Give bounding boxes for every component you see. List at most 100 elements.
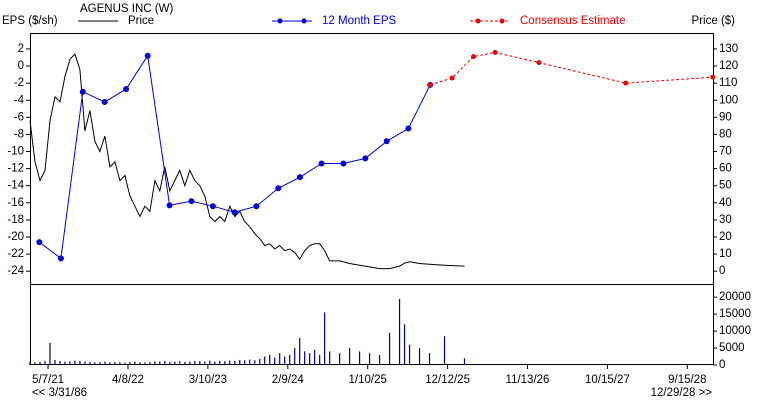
volume-bar	[234, 360, 236, 365]
series-point	[101, 98, 108, 105]
y-tick-label: -6	[14, 111, 24, 123]
y2-tick-label: 110	[719, 77, 737, 89]
volume-bar	[174, 361, 176, 365]
volume-bar	[349, 348, 351, 365]
volume-bar	[154, 361, 156, 365]
x-tick-label: 11/13/26	[506, 374, 550, 386]
volume-bar	[44, 360, 46, 365]
y-tick-label: -16	[7, 197, 24, 209]
volume-bar	[109, 362, 111, 365]
series-point	[144, 52, 151, 59]
y2-tick-label: 60	[719, 163, 732, 175]
volume-bar	[64, 361, 66, 365]
y-tick-label: 0	[18, 60, 24, 72]
y-tick-label: -20	[7, 231, 24, 243]
volume-bar	[74, 360, 76, 365]
volume-bar	[319, 354, 321, 365]
volume-bar	[309, 353, 311, 365]
series-point	[79, 88, 86, 95]
volume-bar	[428, 353, 431, 365]
volume-bar	[339, 353, 341, 365]
volume-bar	[179, 361, 181, 365]
volume-bar	[314, 349, 316, 365]
volume-bar	[144, 362, 146, 365]
series-point	[340, 160, 347, 167]
volume-bar	[134, 361, 136, 365]
y-tick-label: -4	[14, 94, 25, 106]
x-tick-label: 2/9/24	[272, 374, 305, 386]
volume-bar	[169, 361, 171, 365]
y-tick-label: -24	[7, 265, 24, 277]
volume-bar	[129, 361, 131, 365]
volume-bar	[99, 361, 101, 365]
volume-bar	[254, 360, 256, 365]
legend-marker	[499, 18, 505, 24]
series-point	[57, 255, 64, 262]
volume-bar	[249, 359, 251, 365]
y-tick-label: -22	[7, 248, 24, 260]
volume-bar	[54, 359, 56, 365]
series-point	[427, 82, 433, 88]
volume-bar	[124, 362, 126, 365]
volume-bar	[388, 332, 391, 365]
volume-bar	[139, 362, 141, 365]
legend-marker	[475, 18, 481, 24]
y2-tick-label: 90	[719, 111, 732, 123]
range-start-label: << 3/31/86	[32, 387, 87, 399]
series-point	[318, 160, 325, 167]
volume-bar	[418, 348, 421, 365]
y2-tick-label: 100	[719, 94, 738, 106]
volume-bar	[324, 312, 326, 365]
volume-bar	[368, 353, 371, 365]
volume-bar	[289, 354, 291, 365]
legend-marker	[277, 18, 283, 24]
volume-bar	[59, 360, 61, 365]
x-tick-label: 9/15/28	[668, 374, 706, 386]
series-point	[405, 125, 412, 132]
volume-tick-label: 0	[719, 359, 725, 371]
volume-bar	[89, 361, 91, 365]
y2-tick-label: 30	[719, 214, 732, 226]
volume-bar	[398, 298, 401, 365]
volume-bar	[224, 361, 226, 365]
x-tick-label: 10/15/27	[585, 374, 630, 386]
series-point	[36, 239, 43, 246]
volume-bar	[94, 362, 96, 365]
volume-bar	[119, 362, 121, 365]
volume-bar	[244, 360, 246, 365]
volume-bar	[194, 360, 196, 365]
y-axis-label: EPS ($/sh)	[2, 15, 58, 27]
volume-bar	[184, 361, 186, 365]
series-point	[362, 155, 369, 162]
legend-label: Price	[128, 15, 154, 27]
volume-bar	[229, 360, 231, 365]
series-point	[231, 209, 238, 216]
volume-bar	[219, 360, 221, 365]
volume-bar	[239, 359, 241, 365]
y-tick-label: -18	[7, 214, 24, 226]
volume-bar	[294, 348, 296, 365]
x-tick-label: 3/10/23	[189, 374, 227, 386]
volume-bar	[408, 344, 411, 365]
x-tick-label: 5/7/21	[32, 374, 64, 386]
y-tick-label: -14	[7, 180, 24, 192]
plot-frame	[30, 33, 714, 365]
volume-bar	[84, 361, 86, 365]
volume-tick-label: 5000	[719, 342, 745, 354]
series-point	[253, 203, 260, 210]
series-point	[123, 86, 130, 93]
legend-label: 12 Month EPS	[322, 15, 396, 27]
volume-tick-label: 10000	[719, 325, 751, 337]
y2-tick-label: 130	[719, 43, 738, 55]
series-point	[166, 202, 173, 209]
volume-bar	[149, 361, 151, 365]
volume-bar	[284, 356, 286, 365]
volume-bar	[79, 360, 81, 365]
series-point	[536, 60, 542, 66]
volume-bar	[304, 351, 306, 365]
range-end-label: 12/29/28 >>	[651, 387, 713, 399]
volume-bar	[264, 356, 266, 365]
volume-bar	[403, 324, 406, 365]
series-point	[275, 185, 282, 192]
